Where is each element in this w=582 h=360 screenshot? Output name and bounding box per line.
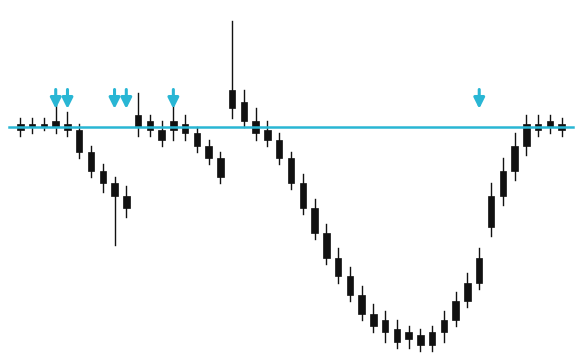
FancyBboxPatch shape [147,121,153,130]
FancyBboxPatch shape [382,320,388,332]
FancyBboxPatch shape [182,124,189,133]
FancyBboxPatch shape [111,183,118,195]
FancyBboxPatch shape [441,320,447,332]
FancyBboxPatch shape [535,124,541,130]
FancyBboxPatch shape [347,276,353,295]
FancyBboxPatch shape [488,195,494,227]
FancyBboxPatch shape [288,158,294,183]
FancyBboxPatch shape [135,115,141,127]
FancyBboxPatch shape [335,258,341,276]
FancyBboxPatch shape [452,301,459,320]
FancyBboxPatch shape [41,124,47,127]
FancyBboxPatch shape [253,121,259,133]
FancyBboxPatch shape [217,158,223,177]
FancyBboxPatch shape [370,314,377,326]
FancyBboxPatch shape [241,102,247,121]
FancyBboxPatch shape [464,283,471,301]
FancyBboxPatch shape [311,208,318,233]
FancyBboxPatch shape [194,133,200,146]
FancyBboxPatch shape [558,124,565,130]
FancyBboxPatch shape [546,121,553,127]
FancyBboxPatch shape [323,233,329,258]
FancyBboxPatch shape [276,140,282,158]
FancyBboxPatch shape [511,146,518,171]
FancyBboxPatch shape [205,146,212,158]
FancyBboxPatch shape [300,183,306,208]
FancyBboxPatch shape [158,130,165,140]
FancyBboxPatch shape [429,332,435,345]
FancyBboxPatch shape [52,121,59,127]
FancyBboxPatch shape [123,195,130,208]
FancyBboxPatch shape [29,124,36,127]
FancyBboxPatch shape [170,121,176,130]
FancyBboxPatch shape [264,130,271,140]
FancyBboxPatch shape [359,295,365,314]
FancyBboxPatch shape [229,90,235,108]
FancyBboxPatch shape [88,152,94,171]
FancyBboxPatch shape [417,336,424,345]
FancyBboxPatch shape [476,258,482,283]
FancyBboxPatch shape [17,124,24,130]
FancyBboxPatch shape [100,171,106,183]
FancyBboxPatch shape [76,130,83,152]
FancyBboxPatch shape [499,171,506,195]
FancyBboxPatch shape [523,124,530,146]
FancyBboxPatch shape [64,124,71,130]
FancyBboxPatch shape [406,332,412,338]
FancyBboxPatch shape [393,329,400,342]
